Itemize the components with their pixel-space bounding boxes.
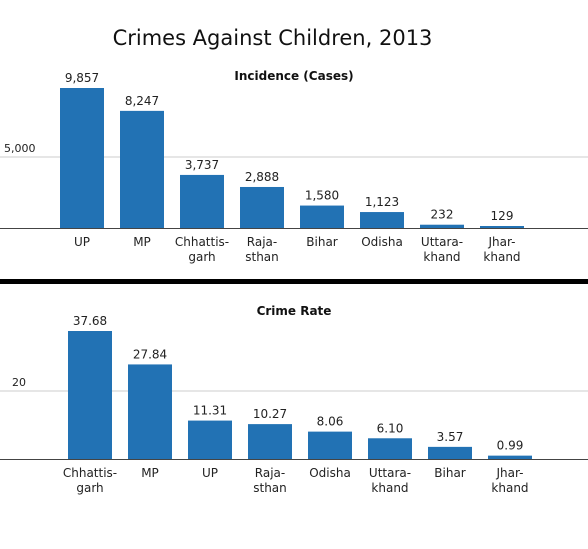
crime-rate-bar [428,446,472,459]
crime-rate-category-label: Raja- [255,466,285,480]
incidence-bar [360,212,404,228]
crime-rate-bar [188,420,232,459]
crime-rate-data-label: 3.57 [437,430,464,444]
incidence-category-label: khand [483,250,520,264]
incidence-data-label: 129 [491,209,514,223]
incidence-data-label: 1,123 [365,195,399,209]
crime-rate-category-label: Jhar- [496,466,524,480]
crime-rate-category-label: garh [76,481,103,495]
incidence-bar [240,186,284,228]
incidence-chart-title: Incidence (Cases) [234,69,354,83]
crime-rate-category-label: UP [202,466,218,480]
incidence-bar [420,224,464,228]
incidence-data-label: 232 [431,208,454,222]
incidence-category-label: Raja- [247,235,277,249]
crime-rate-category-label: khand [371,481,408,495]
incidence-data-label: 2,888 [245,170,279,184]
chart-main-title: Crimes Against Children, 2013 [112,26,433,50]
incidence-category-label: Bihar [306,235,338,249]
incidence-bar [60,88,104,228]
incidence-category-label: MP [133,235,151,249]
crime-rate-bar [68,331,112,459]
incidence-category-label: UP [74,235,90,249]
crime-rate-category-label: MP [141,466,159,480]
crime-rate-data-label: 27.84 [133,347,167,361]
incidence-category-label: Uttara- [421,235,463,249]
crime-rate-category-label: khand [491,481,528,495]
crime-rate-chart-title: Crime Rate [256,304,332,318]
incidence-category-label: Jhar- [488,235,516,249]
incidence-category-label: Chhattis- [175,235,229,249]
incidence-category-label: khand [423,250,460,264]
crime-rate-bar [368,438,412,459]
incidence-data-label: 1,580 [305,189,339,203]
incidence-data-label: 9,857 [65,71,99,85]
crime-rate-data-label: 6.10 [377,421,404,435]
crime-rate-category-label: Bihar [434,466,466,480]
crime-rate-category-label: Chhattis- [63,466,117,480]
crime-rate-bar [248,424,292,459]
crime-rate-data-label: 37.68 [73,314,107,328]
crime-rate-bar [128,364,172,459]
incidence-category-label: garh [188,250,215,264]
crime-rate-data-label: 11.31 [193,404,227,418]
incidence-bar [120,110,164,228]
crime-rate-data-label: 10.27 [253,407,287,421]
crime-rate-category-label: sthan [253,481,287,495]
incidence-category-label: Odisha [361,235,403,249]
crime-rate-bar [488,455,532,459]
incidence-bar [180,174,224,228]
crime-rate-bar [308,431,352,459]
incidence-bar [300,205,344,228]
incidence-data-label: 8,247 [125,94,159,108]
incidence-bar [480,226,524,228]
crime-rate-data-label: 8.06 [317,415,344,429]
panel-divider [0,279,588,284]
incidence-data-label: 3,737 [185,158,219,172]
incidence-y-tick-label: 5,000 [4,142,36,155]
incidence-category-label: sthan [245,250,279,264]
crime-rate-category-label: Uttara- [369,466,411,480]
crime-rate-data-label: 0.99 [497,439,524,453]
crime-rate-category-label: Odisha [309,466,351,480]
crime-rate-y-tick-label: 20 [12,376,26,389]
